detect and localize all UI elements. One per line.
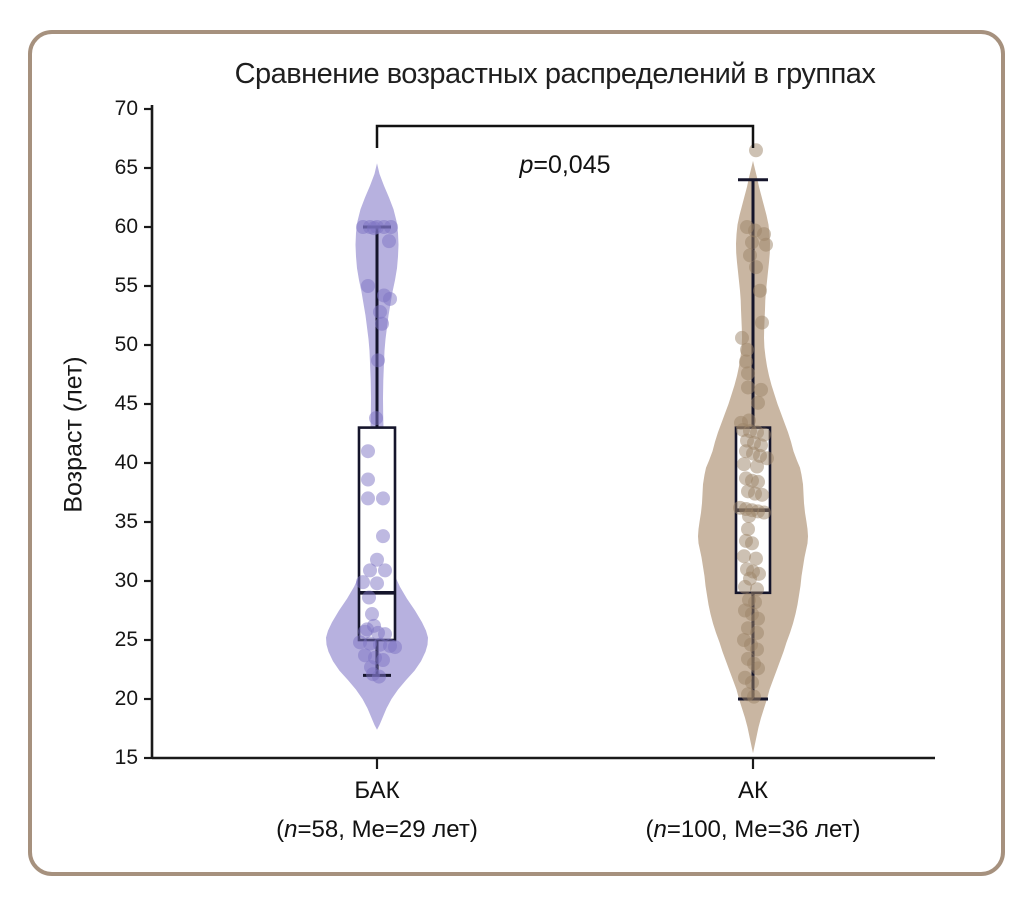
data-point-ak (737, 457, 751, 472)
n-symbol: n (284, 816, 298, 843)
data-point-ak (759, 237, 773, 252)
data-point-bak (365, 607, 379, 622)
data-point-ak (741, 366, 755, 381)
data-point-bak (382, 234, 396, 249)
y-tick-label: 50 (114, 333, 138, 356)
y-tick-label: 30 (114, 569, 138, 592)
data-point-ak (742, 509, 756, 524)
data-point-bak (371, 353, 385, 368)
data-point-bak (367, 221, 381, 236)
data-point-ak (737, 549, 751, 564)
group-label-ak: АК (738, 777, 768, 804)
data-point-bak (356, 575, 370, 590)
data-point-ak (741, 380, 755, 395)
group-label-bak: БАК (354, 777, 400, 804)
group-sublabel-bak: (n=58, Me=29 лет) (177, 816, 577, 844)
significance-bracket (375, 124, 755, 148)
data-point-bak (373, 304, 387, 319)
data-point-ak (735, 330, 749, 345)
data-point-ak (749, 551, 763, 566)
data-point-bak (378, 563, 392, 578)
data-point-ak (755, 487, 769, 502)
data-point-ak (750, 582, 764, 597)
data-point-ak (750, 459, 764, 474)
data-point-ak (740, 342, 754, 357)
data-point-ak (745, 675, 759, 690)
data-point-ak (741, 522, 755, 537)
data-point-bak (376, 529, 390, 544)
y-axis-title: Возраст (лет) (59, 356, 88, 513)
data-point-ak (748, 595, 762, 610)
y-tick-label: 55 (114, 274, 138, 297)
data-point-bak (376, 491, 390, 506)
y-tick-label: 60 (114, 215, 138, 238)
data-point-bak (361, 491, 375, 506)
data-point-ak (750, 642, 764, 657)
chart-title: Сравнение возрастных распределений в гру… (234, 58, 876, 90)
p-value-text: =0,045 (533, 151, 611, 179)
p-value-annotation: p=0,045 (415, 151, 715, 180)
data-point-bak (370, 552, 384, 567)
data-point-ak (745, 235, 759, 250)
p-symbol: p (519, 151, 534, 179)
group-sublabel-ak: (n=100, Me=36 лет) (553, 816, 953, 844)
data-point-bak (375, 316, 389, 331)
y-tick-label: 70 (114, 97, 138, 120)
n-symbol: n (653, 816, 667, 843)
sublabel-open-paren: ( (645, 816, 654, 843)
y-tick-label: 65 (114, 156, 138, 179)
data-point-bak (384, 220, 398, 234)
y-tick-label: 45 (114, 392, 138, 415)
data-point-ak (760, 451, 774, 466)
data-point-bak (372, 669, 386, 684)
y-tick-label: 25 (114, 628, 138, 651)
data-point-ak (743, 248, 757, 263)
data-point-ak (749, 260, 763, 275)
data-point-bak (363, 563, 377, 578)
data-point-ak (751, 661, 765, 676)
data-point-bak (361, 444, 375, 459)
data-point-bak (358, 624, 372, 639)
data-point-ak (749, 143, 763, 158)
data-point-ak (753, 283, 767, 298)
data-point-ak (751, 611, 765, 626)
data-point-ak (739, 354, 753, 369)
sublabel-stats: =58, Me=29 лет) (297, 816, 478, 843)
sublabel-stats: =100, Me=36 лет) (666, 816, 861, 843)
data-point-bak (361, 472, 375, 487)
data-point-ak (755, 315, 769, 330)
data-point-ak (738, 579, 752, 594)
data-point-ak (751, 474, 765, 489)
data-point-ak (747, 689, 761, 704)
data-point-bak (361, 279, 375, 293)
data-point-bak (369, 411, 383, 426)
data-point-bak (370, 576, 384, 591)
data-point-bak (376, 653, 390, 668)
data-point-bak (388, 640, 402, 655)
data-point-bak (378, 627, 392, 642)
data-point-ak (757, 505, 771, 520)
y-tick-label: 40 (114, 451, 138, 474)
data-point-ak (745, 536, 759, 551)
data-point-bak (383, 291, 397, 306)
data-point-bak (362, 590, 376, 605)
y-tick-label: 15 (114, 746, 138, 769)
y-tick-label: 20 (114, 687, 138, 710)
data-point-ak (757, 427, 771, 442)
data-point-ak (757, 227, 771, 242)
data-point-ak (754, 382, 768, 397)
y-tick-label: 35 (114, 510, 138, 533)
data-point-ak (751, 395, 765, 410)
sublabel-open-paren: ( (276, 816, 285, 843)
data-point-ak (750, 625, 764, 640)
